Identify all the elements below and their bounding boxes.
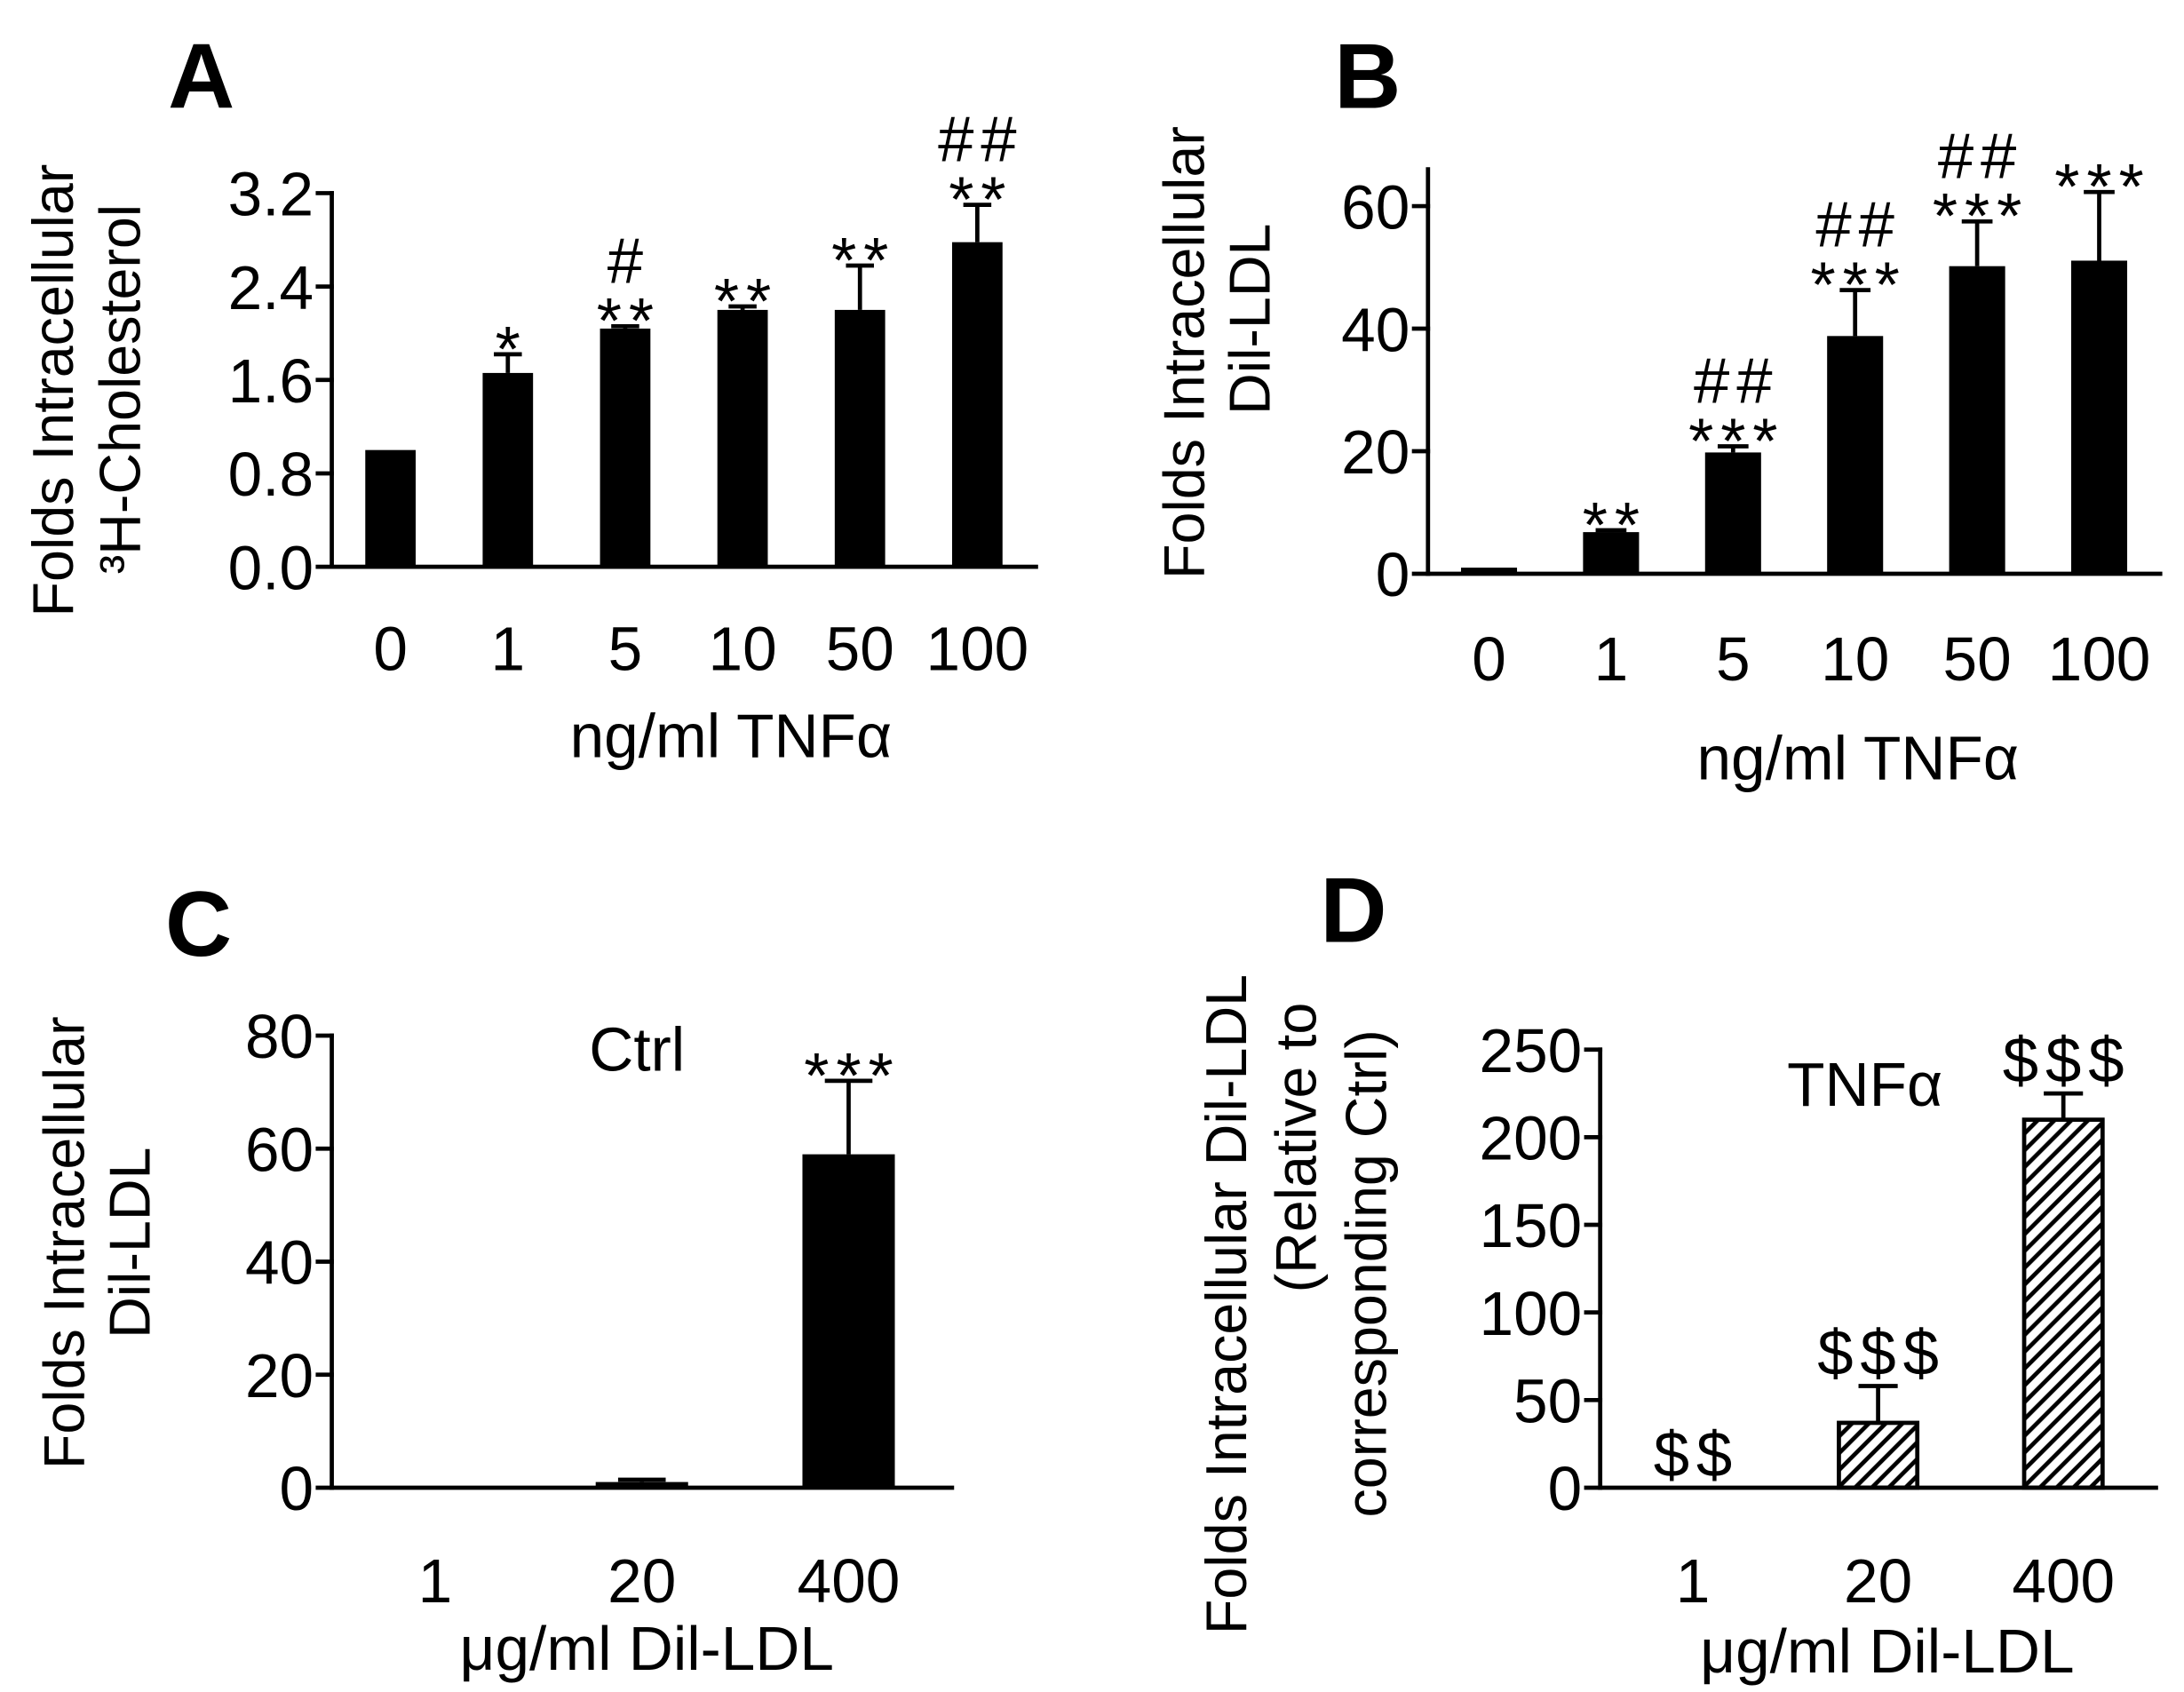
y-axis-title: ³H-Cholesterol xyxy=(89,204,153,574)
x-tick-label: 400 xyxy=(2012,1546,2115,1616)
y-axis-title: Dil-LDL xyxy=(99,1148,163,1339)
y-tick-label: 0 xyxy=(280,1454,314,1523)
x-axis-title: ng/ml TNFα xyxy=(570,701,892,770)
condition-label: Ctrl xyxy=(589,1014,685,1084)
bar xyxy=(482,372,534,568)
bar xyxy=(388,1487,481,1488)
y-tick-label: 200 xyxy=(1480,1104,1583,1173)
y-tick-label: 20 xyxy=(1341,417,1410,487)
significance-mark: ## xyxy=(938,104,1023,176)
y-tick-label: 40 xyxy=(1341,295,1410,364)
bar xyxy=(595,1481,688,1488)
bar xyxy=(834,309,886,568)
x-axis-title: μg/ml Dil-LDL xyxy=(1700,1617,2074,1686)
x-tick-label: 10 xyxy=(1821,624,1889,694)
y-tick-label: 0 xyxy=(1376,540,1410,609)
significance-mark: *** xyxy=(804,1040,900,1112)
significance-mark: $$$ xyxy=(2003,1024,2132,1096)
x-axis-title: ng/ml TNFα xyxy=(1696,724,2018,793)
y-axis-title: corresponding Ctrl) xyxy=(1335,1029,1399,1517)
significance-mark: ** xyxy=(949,164,1013,236)
y-tick-label: 3.2 xyxy=(228,160,314,229)
x-tick-label: 5 xyxy=(1716,624,1751,694)
x-axis-title: μg/ml Dil-LDL xyxy=(460,1614,834,1683)
bar xyxy=(600,328,651,568)
y-axis-title: Folds Intracellular xyxy=(21,164,85,617)
significance-mark: *** xyxy=(2054,151,2150,223)
y-tick-label: 50 xyxy=(1513,1367,1582,1436)
significance-mark: *** xyxy=(1933,180,2029,252)
significance-mark: ## xyxy=(1815,189,1901,261)
significance-mark: ** xyxy=(597,285,661,357)
bar xyxy=(2021,1117,2105,1490)
x-tick-label: 1 xyxy=(1676,1546,1711,1616)
y-tick-label: 1.6 xyxy=(228,346,314,416)
x-tick-label: 50 xyxy=(1943,624,2012,694)
y-tick-label: 20 xyxy=(245,1341,314,1410)
significance-mark: *** xyxy=(1811,249,1907,321)
bar xyxy=(717,309,768,568)
y-axis-title: Folds Intracellular Dil-LDL xyxy=(1195,974,1259,1634)
bar xyxy=(1460,568,1518,575)
bar xyxy=(1827,336,1884,575)
y-axis-title: Folds Intracellular xyxy=(1153,126,1217,579)
panel-label: A xyxy=(168,25,234,128)
panel-a: A0.00.81.62.43.20 1*5**#10**50**100**##ng… xyxy=(21,25,1038,770)
x-tick-label: 1 xyxy=(1594,624,1629,694)
x-tick-label: 0 xyxy=(1472,624,1506,694)
bar xyxy=(365,449,417,568)
x-tick-label: 100 xyxy=(2048,624,2151,694)
significance-mark: ** xyxy=(831,225,895,297)
x-tick-label: 400 xyxy=(798,1546,901,1616)
bar xyxy=(2070,260,2128,575)
significance-mark: $$ xyxy=(1654,1418,1739,1490)
y-tick-label: 80 xyxy=(245,1002,314,1071)
panel-label: D xyxy=(1320,859,1386,962)
x-tick-label: 1 xyxy=(418,1546,453,1616)
panel-label: B xyxy=(1334,25,1401,128)
x-tick-label: 20 xyxy=(608,1546,676,1616)
bar xyxy=(1583,532,1640,575)
significance-mark: *** xyxy=(1688,405,1784,477)
panel-d: D 0 50 100 150 200 250 1 $$ 20 $$$ 400 $$$ μg/ml Dil-… xyxy=(1195,859,2158,1686)
x-tick-label: 0 xyxy=(373,615,408,684)
bar xyxy=(952,242,1003,568)
bar xyxy=(1949,266,2005,575)
x-tick-label: 10 xyxy=(709,615,777,684)
y-tick-label: 0.8 xyxy=(228,440,314,509)
x-tick-label: 100 xyxy=(926,615,1029,684)
y-tick-label: 150 xyxy=(1480,1191,1583,1260)
significance-mark: ## xyxy=(1938,120,2023,192)
x-tick-label: 1 xyxy=(491,615,526,684)
y-axis-title: Dil-LDL xyxy=(1219,224,1283,415)
significance-mark: ** xyxy=(1583,489,1647,561)
condition-label: TNFα xyxy=(1787,1050,1942,1119)
x-tick-label: 50 xyxy=(826,615,894,684)
significance-mark: ** xyxy=(714,266,778,338)
x-tick-label: 5 xyxy=(608,615,643,684)
y-tick-label: 60 xyxy=(245,1115,314,1184)
y-tick-label: 40 xyxy=(245,1228,314,1298)
y-tick-label: 2.4 xyxy=(228,253,314,322)
bar xyxy=(1837,1420,1920,1490)
significance-mark: ## xyxy=(1694,346,1779,417)
y-tick-label: 0.0 xyxy=(228,533,314,602)
bar xyxy=(1704,452,1761,575)
y-axis-title: (Relative to xyxy=(1265,1003,1329,1293)
significance-mark: $$$ xyxy=(1817,1317,1946,1389)
y-axis-title: Folds Intracellular xyxy=(33,1016,97,1469)
significance-mark: * xyxy=(496,314,528,385)
y-tick-label: 100 xyxy=(1480,1279,1583,1348)
y-tick-label: 0 xyxy=(1548,1454,1583,1523)
y-tick-label: 250 xyxy=(1480,1016,1583,1085)
panel-label: C xyxy=(165,873,232,976)
significance-mark: # xyxy=(608,225,650,297)
panel-c: C 0 20 40 60 80 1 20 400 *** μg/ml Dil-LDL Folds In… xyxy=(33,873,955,1683)
x-tick-label: 20 xyxy=(1844,1546,1912,1616)
bar xyxy=(802,1154,895,1488)
y-tick-label: 60 xyxy=(1341,172,1410,242)
